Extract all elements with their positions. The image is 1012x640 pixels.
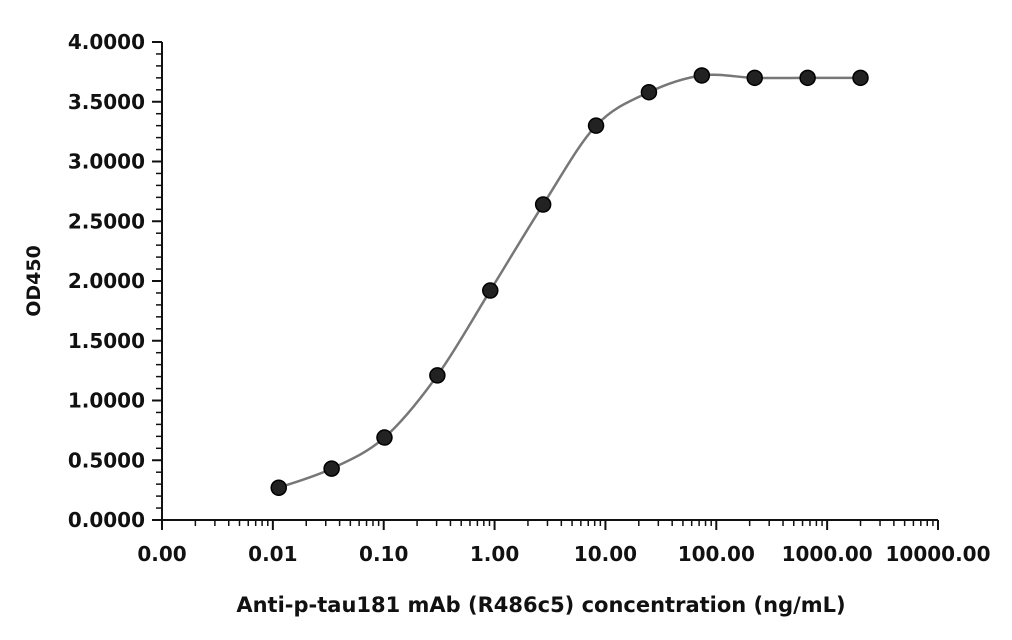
y-tick-label: 3.0000 [68,150,145,174]
x-tick-label: 0.01 [248,542,297,566]
x-axis-label: Anti-p-tau181 mAb (R486c5) concentration… [236,593,845,617]
data-point [640,83,658,101]
y-axis-label: OD450 [23,245,45,317]
x-tick-label: 100.00 [678,542,755,566]
data-point [534,196,552,213]
axes: 0.00 0.01 0.10 1.00 10.00 100.00 1000.00 10000.… [68,30,991,566]
x-tick-label: 10000.00 [885,542,990,566]
data-point [376,429,393,446]
data-point [799,69,816,87]
x-tick-label: 10.00 [574,542,637,566]
y-tick-label: 3.5000 [68,90,145,114]
fit-curve [278,73,861,489]
y-tick-label: 4.0000 [68,30,145,54]
y-tick-label: 2.0000 [68,269,145,293]
data-point [587,117,605,134]
x-tick-label: 0.00 [137,542,186,566]
x-tick-label: 1000.00 [782,542,873,566]
x-tick-label: 1.00 [470,542,519,566]
data-point [693,67,711,84]
y-tick-label: 2.5000 [68,209,145,233]
data-point [323,460,340,477]
data-point [429,367,446,384]
data-point [270,479,287,496]
y-tick-label: 1.5000 [68,329,145,353]
data-point [482,282,499,299]
data-point [746,69,763,87]
y-tick-label: 0.0000 [68,508,145,532]
x-tick-label: 0.10 [359,542,408,566]
y-tick-label: 1.0000 [68,389,145,413]
data-points [270,67,869,496]
y-tick-label: 0.5000 [68,448,145,472]
data-point [852,69,869,87]
